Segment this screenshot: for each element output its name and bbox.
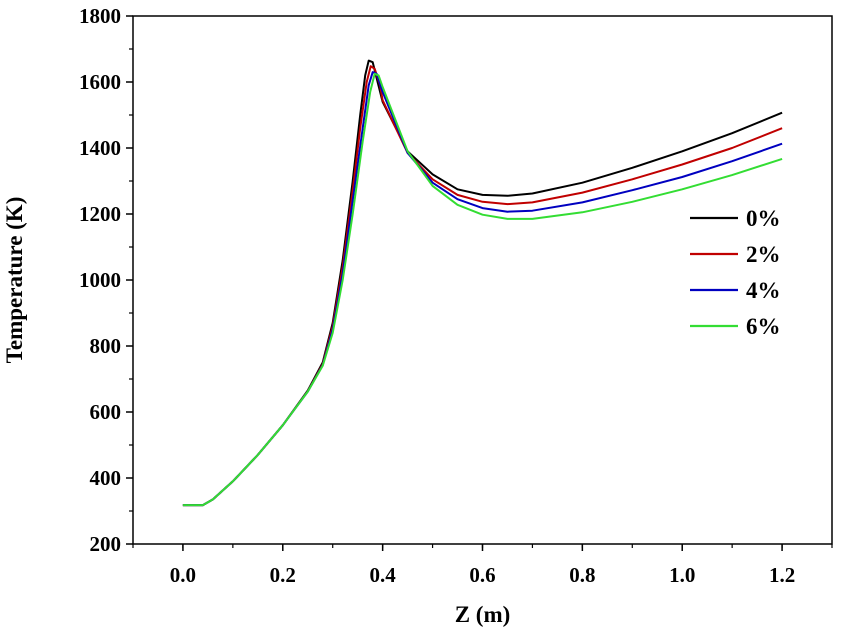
- y-tick-label: 400: [90, 466, 122, 490]
- legend-label-1: 2%: [746, 242, 781, 267]
- y-tick-label: 800: [90, 334, 122, 358]
- y-tick-label: 1000: [79, 268, 121, 292]
- x-axis: 0.0 0.2 0.4 0.6 0.8 1.0 1.2: [132, 544, 833, 587]
- y-axis: 200 400 600 800 1000 1200 1400 1600 1800: [79, 4, 133, 556]
- plot-frame: [132, 15, 833, 545]
- y-tick-label: 1400: [79, 136, 121, 160]
- y-tick-label: 600: [90, 400, 122, 424]
- y-axis-title: Temperature (K): [2, 197, 27, 364]
- x-tick-label: 1.2: [769, 563, 795, 587]
- legend: 0% 2% 4% 6%: [690, 206, 781, 339]
- legend-label-2: 4%: [746, 278, 781, 303]
- plot-lines: [182, 59, 783, 507]
- x-axis-title: Z (m): [455, 602, 511, 627]
- y-tick-label: 1800: [79, 4, 121, 28]
- x-tick-label: 1.0: [669, 563, 695, 587]
- y-tick-label: 1200: [79, 202, 121, 226]
- x-tick-label: 0.4: [370, 563, 397, 587]
- y-tick-label: 200: [90, 532, 122, 556]
- x-tick-label: 0.8: [569, 563, 595, 587]
- series-line-2: [182, 71, 783, 507]
- series-line-3: [182, 72, 783, 507]
- y-tick-label: 1600: [79, 70, 121, 94]
- series-line-1: [182, 65, 783, 507]
- x-tick-label: 0.6: [469, 563, 495, 587]
- x-tick-label: 0.2: [270, 563, 296, 587]
- legend-label-3: 6%: [746, 314, 781, 339]
- legend-label-0: 0%: [746, 206, 781, 231]
- x-tick-label: 0.0: [170, 563, 196, 587]
